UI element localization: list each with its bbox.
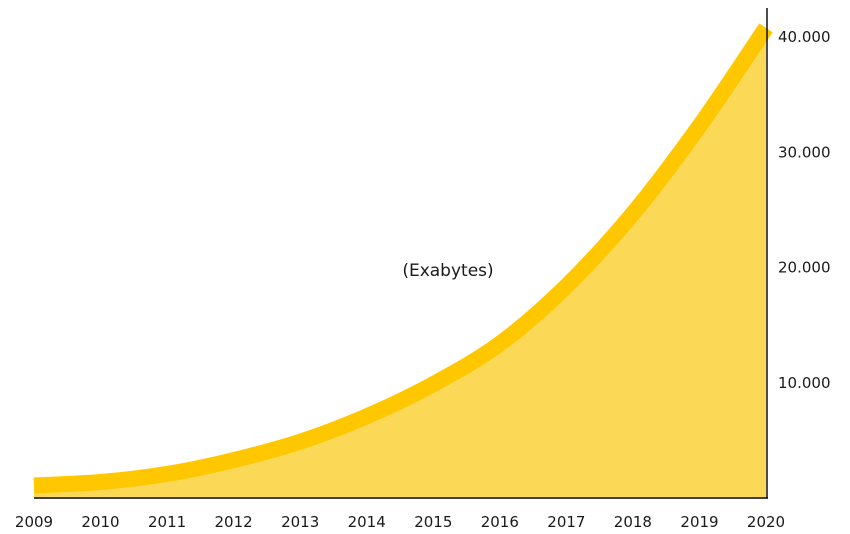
series-area: [34, 27, 766, 498]
x-tick-label-2014: 2014: [348, 513, 386, 531]
x-tick-label-2011: 2011: [148, 513, 186, 531]
x-tick-label-2012: 2012: [215, 513, 253, 531]
x-tick-label-2010: 2010: [81, 513, 119, 531]
unit-label: (Exabytes): [402, 261, 493, 281]
series-band: [33, 23, 773, 494]
x-tick-label-2015: 2015: [414, 513, 452, 531]
x-tick-label-2013: 2013: [281, 513, 319, 531]
x-tick-label-2019: 2019: [680, 513, 718, 531]
y-tick-label-1: 10.000: [778, 374, 831, 392]
y-tick-label-3: 30.000: [778, 143, 831, 161]
y-tick-label-2: 20.000: [778, 259, 831, 277]
area-layer: [33, 23, 773, 498]
label-layer: 2009 2010 2011 2012 2013 2014 2015 2016 2017 2018…: [15, 28, 831, 531]
x-tick-label-2018: 2018: [614, 513, 652, 531]
x-tick-label-2016: 2016: [481, 513, 519, 531]
axis-layer: [34, 8, 768, 499]
y-tick-label-4: 40.000: [778, 28, 831, 46]
x-tick-label-2020: 2020: [747, 513, 785, 531]
x-tick-label-2017: 2017: [547, 513, 585, 531]
x-tick-label-2009: 2009: [15, 513, 53, 531]
